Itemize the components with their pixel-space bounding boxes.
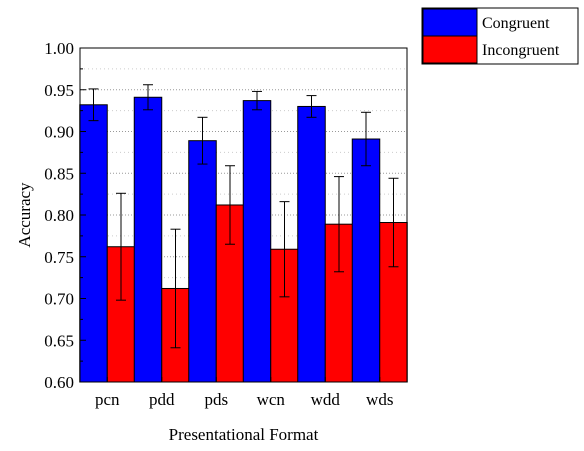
- x-tick-label: wdd: [311, 390, 341, 409]
- y-tick-label: 0.85: [44, 164, 74, 183]
- y-tick-label: 0.60: [44, 373, 74, 392]
- y-tick-label: 0.95: [44, 81, 74, 100]
- y-tick-label: 1.00: [44, 39, 74, 58]
- x-tick-label: wds: [366, 390, 393, 409]
- bars: [79, 96, 408, 383]
- y-tick-label: 0.70: [44, 290, 74, 309]
- y-tick-label: 0.65: [44, 331, 74, 350]
- legend-label-congruent: Congruent: [482, 15, 550, 32]
- axes: 0.60 0.65 0.70 0.75 0.80 0.85 0.90 0.95 1.00 pcn p…: [44, 39, 393, 409]
- x-tick-label: wcn: [257, 390, 286, 409]
- y-axis-label: Accuracy: [15, 182, 34, 248]
- bar-congruent-pcn: [79, 104, 108, 383]
- y-tick-label: 0.75: [44, 248, 74, 267]
- legend-swatch-incongruent: [422, 35, 478, 64]
- error-bars: [88, 84, 399, 349]
- legend: Congruent Incongruent: [421, 7, 579, 65]
- bar-congruent-pdd: [133, 96, 163, 383]
- legend-swatch-congruent: [422, 8, 478, 37]
- y-tick-label: 0.80: [44, 206, 74, 225]
- bar-congruent-wdd: [297, 105, 326, 383]
- x-axis-label: Presentational Format: [169, 425, 319, 444]
- x-tick-label: pds: [204, 390, 228, 409]
- x-tick-label: pcn: [95, 390, 120, 409]
- bar-congruent-wds: [351, 138, 381, 383]
- x-tick-label: pdd: [149, 390, 175, 409]
- y-tick-label: 0.90: [44, 123, 74, 142]
- legend-label-incongruent: Incongruent: [482, 42, 560, 59]
- bar-congruent-pds: [188, 140, 217, 383]
- bar-congruent-wcn: [242, 100, 272, 383]
